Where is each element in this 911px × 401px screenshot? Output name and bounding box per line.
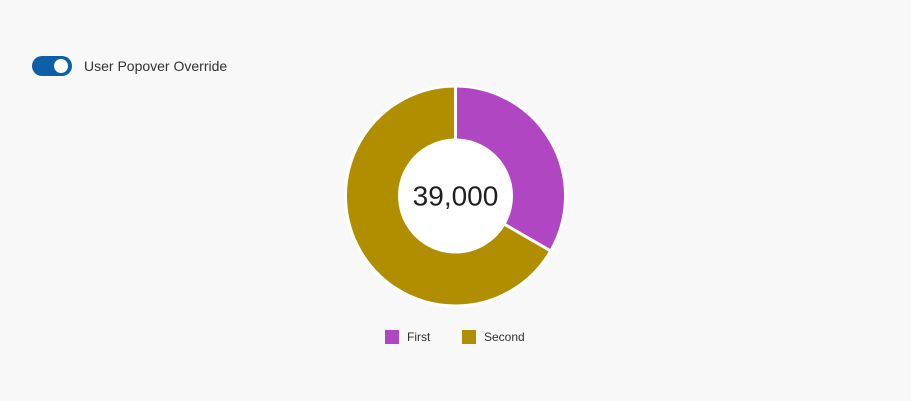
legend-swatch-first (385, 330, 399, 344)
donut-center-hole (399, 140, 512, 252)
legend-item-first[interactable]: First (385, 330, 431, 344)
legend-label-second: Second (484, 330, 525, 344)
chart-legend: First Second (385, 330, 525, 344)
toggle-label: User Popover Override (84, 58, 228, 74)
legend-label-first: First (407, 330, 431, 344)
toggle-knob (54, 59, 68, 73)
donut-center-label: 39,000 (413, 181, 499, 212)
donut-slices (344, 84, 567, 308)
legend-item-second[interactable]: Second (462, 330, 525, 344)
legend-swatch-second (462, 330, 476, 344)
user-popover-override-row: User Popover Override (32, 56, 227, 76)
user-popover-override-toggle[interactable] (32, 56, 72, 76)
